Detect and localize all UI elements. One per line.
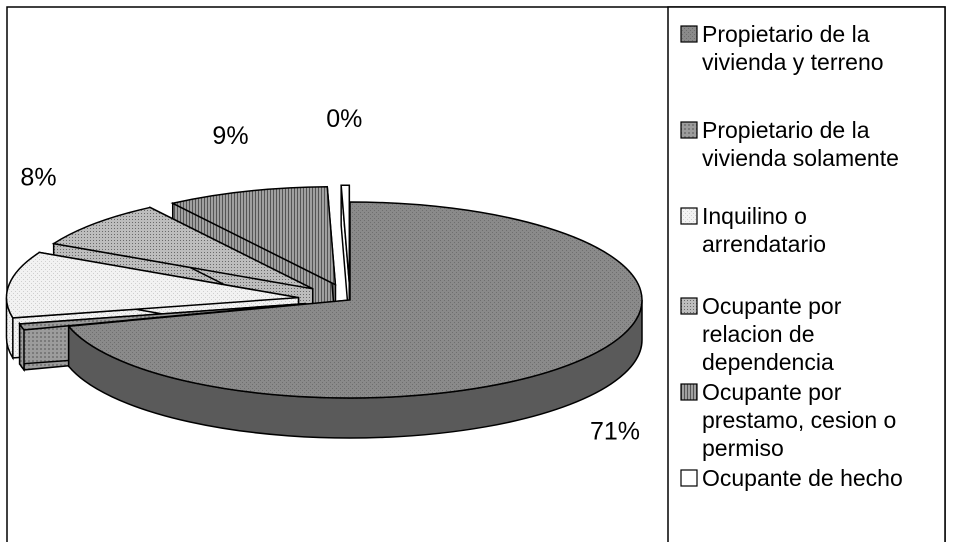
- legend-label-line: vivienda y terreno: [702, 49, 884, 75]
- legend-label-line: permiso: [702, 435, 784, 461]
- pie-slice-top: [51, 206, 314, 290]
- legend-label-line: Ocupante por: [702, 379, 842, 405]
- legend-label-line: relacion de: [702, 321, 815, 347]
- legend-frame: [667, 6, 946, 547]
- pie-group: [5, 184, 643, 439]
- pie-slice-propietario-de-la-vivienda-y-terreno: [67, 201, 643, 439]
- pie-slice-side: [18, 321, 25, 372]
- legend-label-line: vivienda solamente: [702, 145, 899, 171]
- legend-swatch: [680, 207, 698, 225]
- legend-swatch: [680, 383, 698, 401]
- data-label-ocupante-de-hecho: 0%: [326, 105, 362, 133]
- data-label-ocupante-por-relacion-de-dependencia: 8%: [20, 164, 56, 192]
- legend-label-line: prestamo, cesion o: [702, 407, 896, 433]
- pie-slice-top: [170, 185, 337, 286]
- legend-label-line: Ocupante de hecho: [702, 465, 903, 491]
- pie-slice-top: [340, 184, 351, 284]
- data-labels: 71%1%11%8%9%0%: [20, 105, 640, 445]
- legend-label-line: arrendatario: [702, 231, 826, 257]
- legend-label-line: Ocupante por: [702, 293, 842, 319]
- pie-slice-top: [67, 201, 643, 399]
- legend-swatch: [680, 297, 698, 315]
- legend-label-line: dependencia: [702, 349, 834, 375]
- legend-label-line: Propietario de la: [702, 21, 870, 47]
- legend-swatch: [680, 469, 698, 487]
- data-label-ocupante-por-prestamo-cesion-o-permiso: 9%: [212, 122, 248, 150]
- pie-slice-top: [5, 251, 299, 319]
- legend-label-line: Inquilino o: [702, 203, 807, 229]
- legend-swatch: [680, 121, 698, 139]
- legend-label-line: Propietario de la: [702, 117, 870, 143]
- legend-item-ocupante-de-hecho: Ocupante de hecho: [680, 465, 903, 491]
- legend-swatch: [680, 25, 698, 43]
- data-label-propietario-de-la-vivienda-y-terreno: 71%: [590, 417, 640, 445]
